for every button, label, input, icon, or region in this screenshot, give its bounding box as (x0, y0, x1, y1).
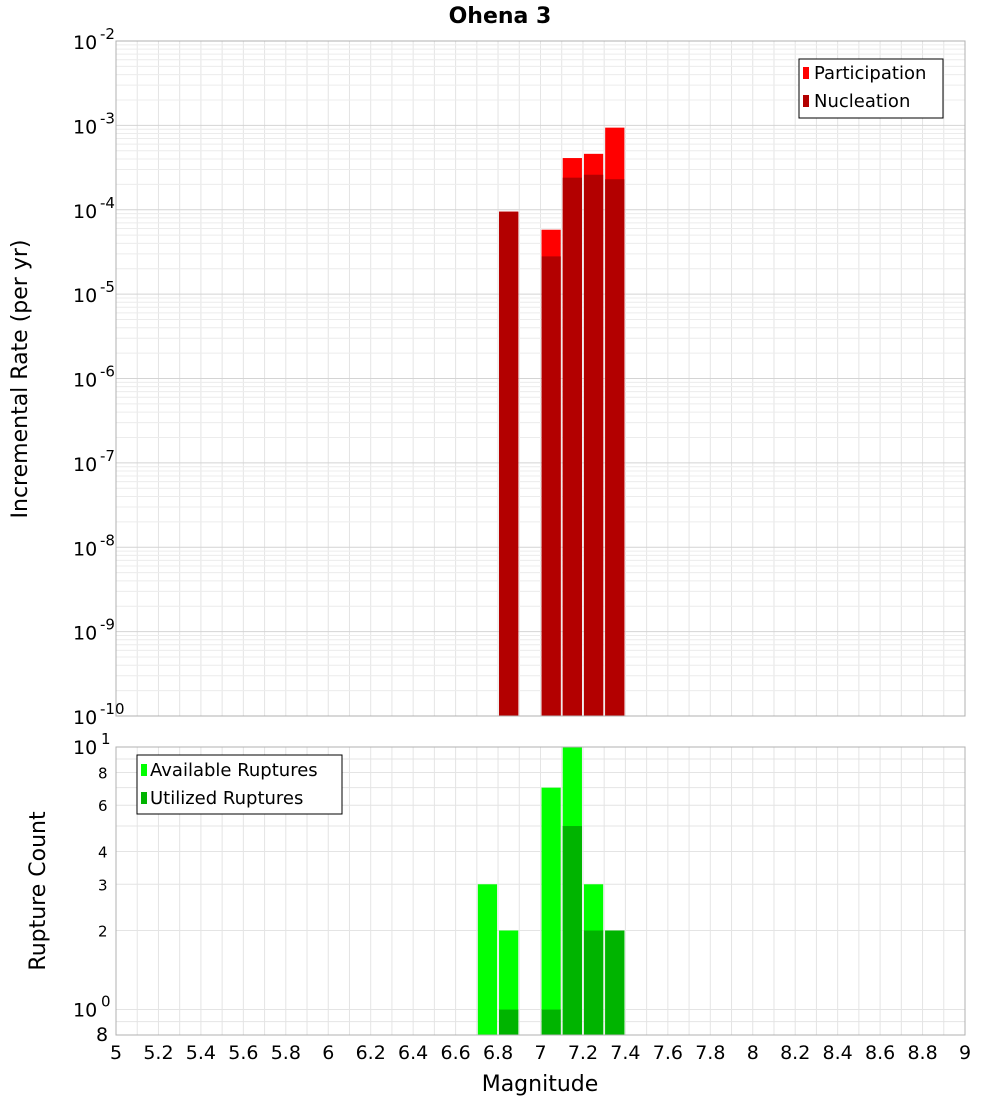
rate-y-tick-exponent: -6 (100, 363, 115, 381)
rate-panel: 10-210-310-410-510-610-710-810-910-10 Pa… (73, 25, 966, 729)
count-y-tick-label: 8 (98, 764, 108, 782)
available-ruptures-bar (477, 884, 498, 1035)
rate-y-tick-exponent: -3 (100, 109, 115, 127)
rate-y-tick-exponent: -10 (100, 700, 125, 718)
rate-bars (499, 127, 625, 717)
x-tick-label: 6.6 (440, 1042, 470, 1064)
rate-y-tick-label: 10 (73, 538, 97, 560)
utilized-ruptures-bar (541, 1009, 561, 1035)
rate-y-tick-label: 10 (73, 623, 97, 645)
x-tick-label: 6.4 (398, 1042, 428, 1064)
count-y-tick-exponent: 0 (101, 993, 111, 1011)
count-y-tick-label: 6 (98, 797, 108, 815)
rate-y-tick-exponent: -5 (100, 278, 115, 296)
x-tick-label: 5.8 (271, 1042, 301, 1064)
count-y-tick-label: 8 (96, 1024, 108, 1046)
utilized-ruptures-bar (499, 1009, 519, 1035)
rate-y-tick-label: 10 (73, 32, 97, 54)
rate-y-tick-exponent: -9 (100, 616, 115, 634)
nucleation-bar (562, 177, 582, 716)
count-y-tick-label: 10 (73, 737, 97, 759)
count-bars (477, 747, 625, 1035)
x-tick-label: 6 (322, 1042, 334, 1064)
x-tick-label: 8.8 (907, 1042, 937, 1064)
x-tick-label: 5.6 (228, 1042, 258, 1064)
count-y-tick-label: 4 (98, 843, 108, 861)
x-tick-label: 6.2 (356, 1042, 386, 1064)
rate-y-tick-label: 10 (73, 707, 97, 729)
rate-y-tick-label: 10 (73, 454, 97, 476)
count-y-tick-label: 10 (73, 1000, 97, 1022)
rate-gridlines (115, 41, 966, 717)
rate-y-tick-exponent: -7 (100, 447, 115, 465)
x-tick-label: 8.4 (823, 1042, 853, 1064)
x-tick-label: 9 (959, 1042, 971, 1064)
x-tick-label: 7.6 (653, 1042, 683, 1064)
utilized-ruptures-bar (583, 930, 604, 1035)
x-tick-label: 7.8 (695, 1042, 725, 1064)
rate-y-tick-labels: 10-210-310-410-510-610-710-810-910-10 (73, 25, 125, 729)
x-tick-label: 7.4 (610, 1042, 640, 1064)
participation-legend-label: Participation (814, 63, 926, 84)
x-tick-label: 6.8 (483, 1042, 513, 1064)
top-y-axis-label: Incremental Rate (per yr) (8, 240, 33, 519)
utilized-ruptures-bar (605, 930, 625, 1035)
x-axis-label: Magnitude (482, 1072, 599, 1097)
rate-y-tick-exponent: -4 (100, 194, 115, 212)
x-tick-label: 8 (747, 1042, 759, 1064)
rate-y-tick-exponent: -2 (100, 25, 115, 43)
available-ruptures-bar (499, 930, 519, 1035)
count-y-tick-exponent: 1 (101, 730, 111, 748)
nucleation-legend-label: Nucleation (814, 91, 910, 112)
rate-y-tick-label: 10 (73, 201, 97, 223)
bottom-y-axis-label: Rupture Count (26, 811, 51, 971)
count-y-tick-label: 3 (98, 876, 108, 894)
count-legend-box (136, 754, 343, 815)
nucleation-bar (605, 179, 625, 716)
utilized-legend-swatch (141, 792, 147, 804)
available-ruptures-bar (541, 787, 561, 1035)
x-tick-label: 7 (534, 1042, 546, 1064)
x-tick-label: 5.2 (143, 1042, 173, 1064)
rate-y-tick-label: 10 (73, 285, 97, 307)
nucleation-legend-swatch (803, 95, 809, 107)
count-plot-frame (115, 746, 966, 1036)
nucleation-bar (583, 174, 604, 716)
available-legend-label: Available Ruptures (150, 760, 318, 781)
x-tick-label: 5 (110, 1042, 122, 1064)
x-tick-label: 7.2 (568, 1042, 598, 1064)
rate-plot-frame (115, 40, 966, 717)
nucleation-bar (541, 256, 561, 716)
count-legend: Available Ruptures Utilized Ruptures (136, 754, 343, 815)
rate-legend: Participation Nucleation (798, 58, 944, 119)
utilized-legend-label: Utilized Ruptures (150, 788, 303, 809)
rate-legend-box (798, 58, 944, 119)
x-tick-label: 8.6 (865, 1042, 895, 1064)
chart-title: Ohena 3 (449, 4, 552, 29)
rate-y-tick-exponent: -8 (100, 531, 115, 549)
nucleation-bar (499, 211, 519, 716)
rate-y-tick-label: 10 (73, 370, 97, 392)
rate-y-tick-label: 10 (73, 116, 97, 138)
available-legend-swatch (141, 764, 147, 776)
x-tick-label: 5.4 (186, 1042, 216, 1064)
count-y-tick-label: 2 (98, 923, 108, 941)
participation-legend-swatch (803, 67, 809, 79)
utilized-ruptures-bar (562, 826, 582, 1035)
x-tick-label: 8.2 (780, 1042, 810, 1064)
x-tick-labels: 5 5.2 5.4 5.6 5.8 6 6.2 6.4 6.6 6.8 7 7.2 7.4 7.6 7.8 8… (110, 1042, 971, 1064)
